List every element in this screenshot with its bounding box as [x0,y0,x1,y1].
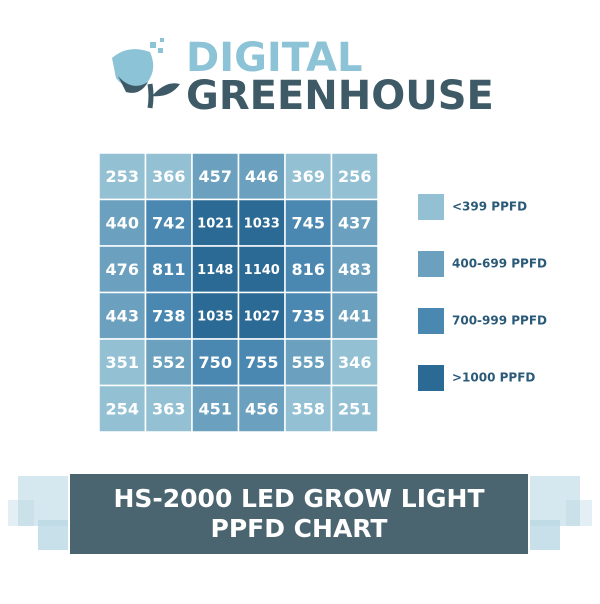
cell [98,152,147,201]
cell-label: 476 [106,260,139,279]
cell [330,338,379,387]
banner-title: PPFD CHART [211,514,388,543]
cell [237,384,286,433]
cell [237,198,286,247]
banner-decoration [8,476,592,550]
cell [144,338,193,387]
legend-swatch [418,251,444,277]
cell-label: 441 [338,306,371,325]
legend-label: 700-999 PPFD [452,314,547,328]
cell-label: 1033 [244,216,280,231]
cell-label: 745 [292,213,325,232]
cell-label: 440 [106,213,139,232]
cell-label: 742 [152,213,185,232]
cell-label: 446 [245,167,278,186]
cell-label: 256 [338,167,371,186]
cell [191,198,240,247]
cell-label: 346 [338,353,371,372]
legend-label: <399 PPFD [452,200,527,214]
cell-label: 735 [292,306,325,325]
cell-label: 358 [292,399,325,418]
cell-label: 437 [338,213,371,232]
brand-line: GREENHOUSE [186,73,494,119]
legend-label: >1000 PPFD [452,371,535,385]
cell-label: 552 [152,353,185,372]
cell-label: 755 [245,353,278,372]
cell-label: 366 [152,167,185,186]
cell [191,291,240,340]
cell-label: 1035 [197,309,233,324]
cell-label: 811 [152,260,185,279]
banner [70,474,528,554]
cell [98,291,147,340]
cell-label: 816 [292,260,325,279]
legend-swatch [418,365,444,391]
cell-label: 1140 [244,263,280,278]
cell [284,198,333,247]
cell [191,384,240,433]
cell [330,384,379,433]
cell-label: 251 [338,399,371,418]
cell [237,245,286,294]
cell [330,291,379,340]
cell-label: 1021 [197,216,233,231]
cell [144,245,193,294]
cell-label: 457 [199,167,232,186]
cell [330,198,379,247]
cell-label: 443 [106,306,139,325]
legend-label: 400-699 PPFD [452,257,547,271]
cell-label: 1027 [244,309,280,324]
cell [144,198,193,247]
cell [284,384,333,433]
cell-label: 555 [292,353,325,372]
cell [144,291,193,340]
cell [237,152,286,201]
legend-swatch [418,194,444,220]
cell-label: 351 [106,353,139,372]
logo-icon [112,38,180,109]
cell-label: 738 [152,306,185,325]
cell-label: 254 [106,399,139,418]
cell-label: 363 [152,399,185,418]
cell-label: 456 [245,399,278,418]
cell [98,245,147,294]
brand-line: DIGITAL [186,35,362,81]
cell [330,152,379,201]
cell-label: 369 [292,167,325,186]
cell [144,152,193,201]
cell-label: 483 [338,260,371,279]
cell [330,245,379,294]
cell-label: 750 [199,353,232,372]
legend-swatch [418,308,444,334]
banner-title: HS-2000 LED GROW LIGHT [113,484,484,513]
cell-label: 1148 [197,263,233,278]
cell [191,152,240,201]
cell-label: 253 [106,167,139,186]
cell [144,384,193,433]
cell-label: 451 [199,399,232,418]
cell [284,245,333,294]
